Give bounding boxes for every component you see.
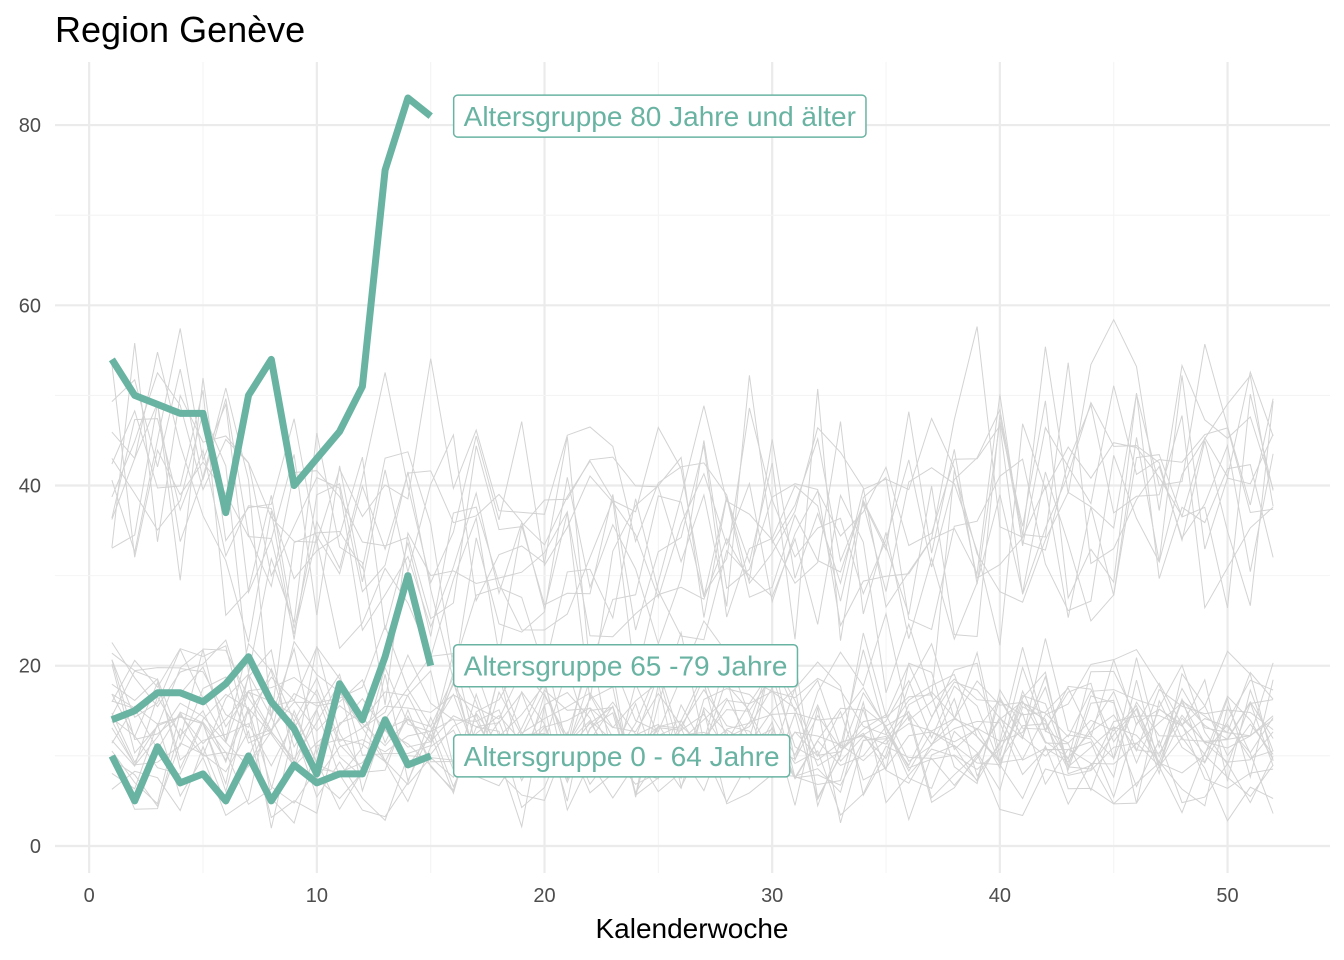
background-series-line	[111, 328, 1274, 669]
background-series-line	[111, 659, 1274, 776]
series-label-text: Altersgruppe 80 Jahre und älter	[464, 101, 856, 132]
series-label: Altersgruppe 0 - 64 Jahre	[452, 734, 791, 778]
x-tick-label: 0	[84, 885, 95, 907]
background-series-line	[111, 362, 1274, 637]
y-tick-label: 40	[19, 476, 41, 498]
x-tick-label: 30	[761, 885, 783, 907]
highlight-series	[108, 94, 435, 805]
background-series-line	[111, 318, 1274, 609]
x-axis-title: Kalenderwoche	[595, 913, 788, 944]
x-tick-label: 10	[306, 885, 328, 907]
series-label-text: Altersgruppe 0 - 64 Jahre	[464, 741, 780, 772]
y-tick-label: 80	[19, 115, 41, 137]
background-series-line	[111, 377, 1274, 659]
series-label-box	[452, 94, 867, 138]
series-label-box	[452, 734, 791, 778]
background-series-line	[111, 371, 1274, 682]
highlight-series-line	[108, 94, 433, 517]
chart-title: Region Genève	[55, 9, 305, 50]
series-label-text: Altersgruppe 65 -79 Jahre	[464, 651, 788, 682]
y-tick-label: 0	[30, 836, 41, 858]
y-tick-label: 60	[19, 295, 41, 317]
background-series-line	[111, 372, 1274, 629]
x-tick-label: 20	[533, 885, 555, 907]
x-tick-label: 40	[989, 885, 1011, 907]
background-series-line	[111, 624, 1274, 767]
y-tick-labels: 0 20 40 60 80	[19, 115, 41, 858]
background-series-line	[111, 693, 1274, 824]
background-series-line	[111, 343, 1274, 638]
background-series-line	[111, 642, 1274, 764]
highlight-series-line	[108, 716, 432, 805]
background-series-line	[111, 630, 1274, 800]
highlight-series-line	[110, 572, 435, 778]
series-labels: Altersgruppe 80 Jahre und älter Altersgru…	[452, 94, 867, 778]
x-tick-label: 50	[1216, 885, 1238, 907]
background-series-line	[111, 351, 1274, 680]
background-series-line	[111, 374, 1274, 705]
series-label-box	[452, 643, 799, 688]
series-label: Altersgruppe 65 -79 Jahre	[452, 643, 799, 688]
y-tick-label: 20	[19, 656, 41, 678]
x-tick-labels: 0 10 20 30 40 50	[84, 885, 1239, 907]
series-label: Altersgruppe 80 Jahre und älter	[452, 94, 867, 138]
